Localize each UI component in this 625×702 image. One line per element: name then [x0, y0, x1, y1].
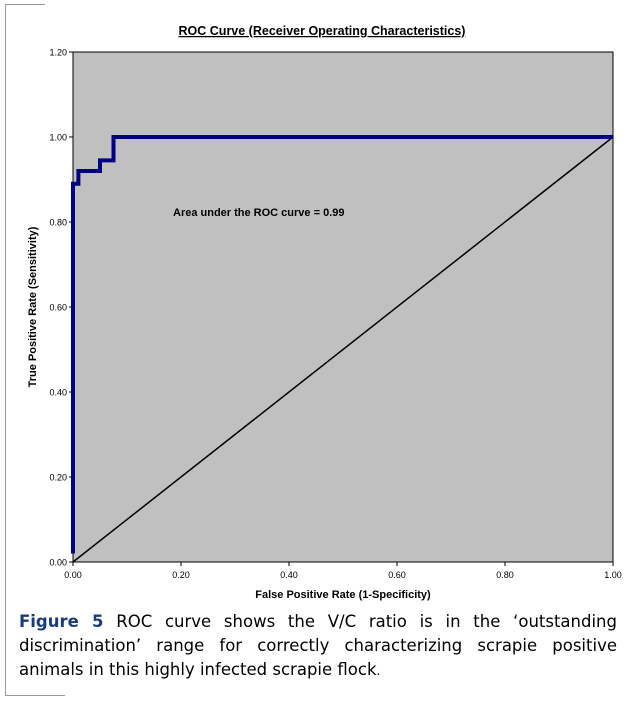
y-tick-label: 0.00: [49, 558, 67, 568]
x-tick-label: 0.20: [172, 570, 190, 580]
roc-curve-line: [71, 135, 613, 554]
caption-text: ROC curve shows the V/C ratio is in the …: [19, 612, 617, 679]
x-tick-label: 0.00: [64, 570, 82, 580]
x-tick-label: 0.80: [496, 570, 514, 580]
roc-chart: ROC Curve (Receiver Operating Characteri…: [27, 24, 622, 601]
x-tick-label: 0.40: [280, 570, 298, 580]
frame-line: [5, 4, 6, 696]
y-axis: 0.00 0.20 0.40 0.60 0.80 1.00 1.20: [49, 48, 73, 568]
y-tick-label: 0.80: [49, 218, 67, 228]
series-layer: [71, 135, 614, 563]
plot-area: [72, 51, 614, 563]
frame-line: [5, 695, 65, 696]
caption-lead: Figure 5: [19, 612, 104, 631]
y-tick-label: 0.40: [49, 388, 67, 398]
y-tick-label: 1.00: [49, 133, 67, 143]
y-tick-label: 1.20: [49, 48, 67, 58]
x-tick-label: 0.60: [388, 570, 406, 580]
y-axis-label: True Positive Rate (Sensitivity): [27, 226, 39, 387]
reference-diagonal-line: [72, 136, 614, 563]
x-tick-label: 1.00: [604, 570, 622, 580]
auc-annotation: Area under the ROC curve = 0.99: [173, 207, 344, 219]
x-axis: 0.00 0.20 0.40 0.60 0.80 1.00: [64, 562, 622, 580]
figure-caption: Figure 5 ROC curve shows the V/C ratio i…: [19, 610, 617, 683]
caption-end: .: [376, 664, 381, 678]
y-tick-label: 0.60: [49, 303, 67, 313]
y-tick-label: 0.20: [49, 473, 67, 483]
chart-title: ROC Curve (Receiver Operating Characteri…: [179, 24, 466, 38]
x-axis-label: False Positive Rate (1-Specificity): [255, 589, 431, 601]
frame-line: [5, 4, 45, 5]
